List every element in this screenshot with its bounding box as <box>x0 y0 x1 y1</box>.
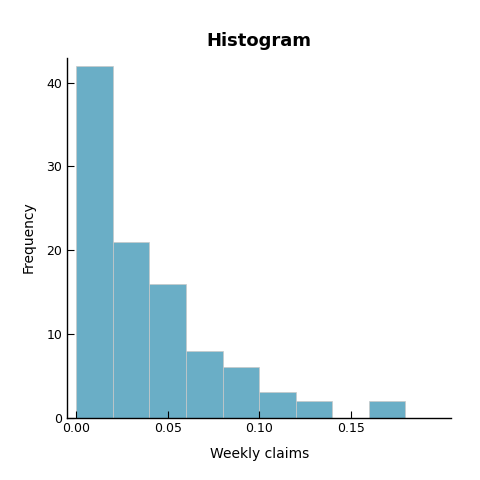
Bar <box>369 401 406 418</box>
Bar <box>149 284 186 418</box>
Y-axis label: Frequency: Frequency <box>21 202 36 274</box>
Bar <box>76 66 113 418</box>
Bar <box>296 401 332 418</box>
Bar <box>259 393 296 418</box>
Bar <box>223 367 259 418</box>
Title: Histogram: Histogram <box>207 33 312 50</box>
Bar <box>186 350 223 418</box>
X-axis label: Weekly claims: Weekly claims <box>210 446 309 461</box>
Bar <box>113 242 149 418</box>
